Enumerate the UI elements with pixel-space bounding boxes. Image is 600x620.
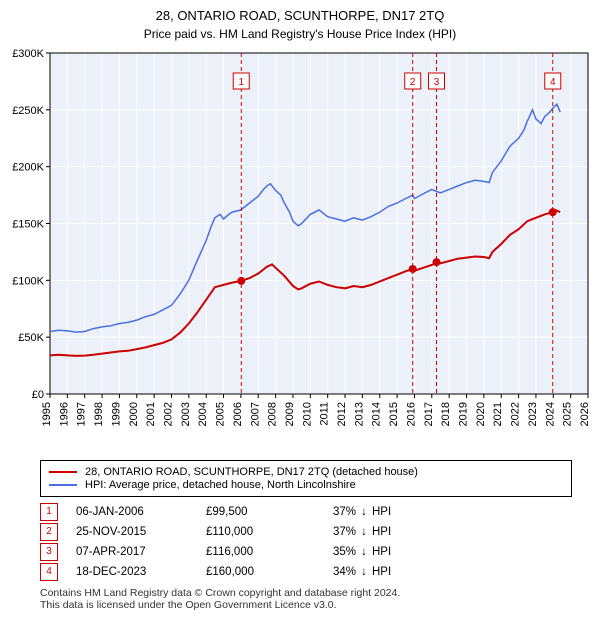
tx-marker-dot — [237, 277, 245, 285]
tx-ref-label: HPI — [372, 546, 412, 558]
tx-percent: 37% — [306, 506, 356, 518]
tx-percent: 34% — [306, 566, 356, 578]
chart-area: £0 £50K £100K £150K £200K £250K £300K 1995 1996 1… — [0, 47, 600, 452]
legend-swatch — [49, 484, 77, 486]
footer-line-1: Contains HM Land Registry data © Crown c… — [40, 587, 572, 599]
svg-text:2013: 2013 — [353, 402, 365, 426]
titles: 28, ONTARIO ROAD, SCUNTHORPE, DN17 2TQ P… — [0, 0, 600, 41]
svg-text:£150K: £150K — [12, 219, 44, 231]
tx-badge-number: 4 — [550, 77, 556, 88]
svg-text:2017: 2017 — [423, 402, 435, 426]
svg-text:£50K: £50K — [18, 332, 44, 344]
svg-text:2005: 2005 — [215, 402, 227, 426]
tx-percent: 35% — [306, 546, 356, 558]
svg-text:2009: 2009 — [284, 402, 296, 426]
svg-text:2022: 2022 — [510, 402, 522, 426]
legend-swatch — [49, 471, 77, 473]
svg-text:£200K: £200K — [12, 162, 44, 174]
svg-text:2002: 2002 — [162, 402, 174, 426]
svg-text:1997: 1997 — [76, 402, 88, 426]
title-address: 28, ONTARIO ROAD, SCUNTHORPE, DN17 2TQ — [0, 8, 600, 23]
svg-text:£250K: £250K — [12, 105, 44, 117]
svg-text:2020: 2020 — [475, 402, 487, 426]
tx-marker-dot — [432, 258, 440, 266]
svg-text:1996: 1996 — [58, 402, 70, 426]
tx-date: 07-APR-2017 — [76, 546, 206, 558]
svg-text:2010: 2010 — [301, 402, 313, 426]
tx-number-badge: 1 — [40, 503, 58, 521]
svg-text:2006: 2006 — [232, 402, 244, 426]
legend-label: HPI: Average price, detached house, Nort… — [85, 479, 356, 491]
tx-marker-dot — [409, 265, 417, 273]
svg-text:1999: 1999 — [110, 402, 122, 426]
tx-number-badge: 2 — [40, 523, 58, 541]
svg-text:£100K: £100K — [12, 275, 44, 287]
chart-svg: £0 £50K £100K £150K £200K £250K £300K 1995 1996 1… — [0, 47, 600, 452]
tx-date: 18-DEC-2023 — [76, 566, 206, 578]
svg-text:2000: 2000 — [128, 402, 140, 426]
down-arrow-icon: ↓ — [356, 566, 372, 578]
tx-number-badge: 3 — [40, 543, 58, 561]
footer-attribution: Contains HM Land Registry data © Crown c… — [40, 587, 572, 611]
svg-text:2007: 2007 — [249, 402, 261, 426]
svg-text:2015: 2015 — [388, 402, 400, 426]
svg-text:2026: 2026 — [579, 402, 591, 426]
transaction-row: 2 25-NOV-2015£110,00037%↓HPI — [40, 523, 560, 541]
down-arrow-icon: ↓ — [356, 546, 372, 558]
page-root: 28, ONTARIO ROAD, SCUNTHORPE, DN17 2TQ P… — [0, 0, 600, 620]
svg-text:2021: 2021 — [492, 402, 504, 426]
svg-text:2008: 2008 — [267, 402, 279, 426]
tx-price: £99,500 — [206, 506, 306, 518]
svg-text:2016: 2016 — [405, 402, 417, 426]
svg-text:£300K: £300K — [12, 48, 44, 60]
title-subtitle: Price paid vs. HM Land Registry's House … — [0, 27, 600, 41]
tx-badge-number: 2 — [410, 77, 416, 88]
svg-text:2019: 2019 — [458, 402, 470, 426]
transaction-row: 1 06-JAN-2006£99,50037%↓HPI — [40, 503, 560, 521]
tx-ref-label: HPI — [372, 566, 412, 578]
svg-text:2014: 2014 — [371, 402, 383, 426]
tx-percent: 37% — [306, 526, 356, 538]
tx-date: 06-JAN-2006 — [76, 506, 206, 518]
tx-price: £160,000 — [206, 566, 306, 578]
transaction-table: 106-JAN-2006£99,50037%↓HPI225-NOV-2015£1… — [40, 503, 560, 581]
tx-number-badge: 4 — [40, 563, 58, 581]
tx-date: 25-NOV-2015 — [76, 526, 206, 538]
svg-text:2023: 2023 — [527, 402, 539, 426]
svg-text:2004: 2004 — [197, 402, 209, 426]
tx-marker-dot — [549, 208, 557, 216]
tx-ref-label: HPI — [372, 506, 412, 518]
svg-text:2025: 2025 — [562, 402, 574, 426]
tx-badge-number: 1 — [238, 77, 244, 88]
svg-text:2001: 2001 — [145, 402, 157, 426]
tx-price: £116,000 — [206, 546, 306, 558]
svg-text:2003: 2003 — [180, 402, 192, 426]
svg-text:1998: 1998 — [93, 402, 105, 426]
legend-label: 28, ONTARIO ROAD, SCUNTHORPE, DN17 2TQ (… — [85, 466, 418, 478]
tx-ref-label: HPI — [372, 526, 412, 538]
tx-price: £110,000 — [206, 526, 306, 538]
down-arrow-icon: ↓ — [356, 526, 372, 538]
legend-item: HPI: Average price, detached house, Nort… — [49, 479, 563, 491]
svg-text:2024: 2024 — [544, 402, 556, 426]
svg-text:£0: £0 — [32, 389, 44, 401]
transaction-row: 3 07-APR-2017£116,00035%↓HPI — [40, 543, 560, 561]
footer-line-2: This data is licensed under the Open Gov… — [40, 599, 572, 611]
legend-item: 28, ONTARIO ROAD, SCUNTHORPE, DN17 2TQ (… — [49, 466, 563, 478]
svg-text:2012: 2012 — [336, 402, 348, 426]
down-arrow-icon: ↓ — [356, 506, 372, 518]
legend-box: 28, ONTARIO ROAD, SCUNTHORPE, DN17 2TQ (… — [40, 460, 572, 497]
svg-text:2011: 2011 — [319, 402, 331, 426]
svg-text:1995: 1995 — [41, 402, 53, 426]
tx-badge-number: 3 — [434, 77, 440, 88]
transaction-row: 4 18-DEC-2023£160,00034%↓HPI — [40, 563, 560, 581]
svg-text:2018: 2018 — [440, 402, 452, 426]
